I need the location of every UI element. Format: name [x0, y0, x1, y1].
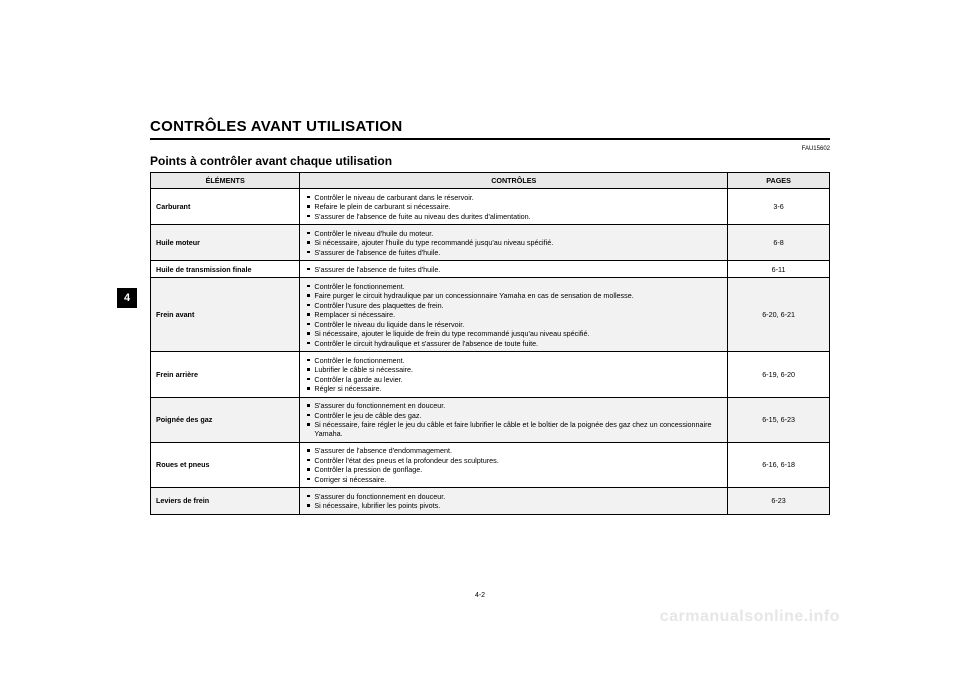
reference-code: FAU15602 — [802, 146, 830, 152]
controls-list: S'assurer de l'absence d'endommagement.C… — [305, 446, 722, 484]
control-item: Contrôler le circuit hydraulique et s'as… — [305, 339, 722, 348]
row-controls: S'assurer du fonctionnement en douceur.S… — [300, 488, 728, 515]
row-element: Leviers de frein — [151, 488, 300, 515]
table-row: Huile de transmission finale S'assurer de… — [151, 261, 830, 278]
row-pages: 6-15, 6-23 — [728, 397, 830, 442]
controls-list: S'assurer de l'absence de fuites d'huile… — [305, 265, 722, 274]
watermark: carmanualsonline.info — [660, 608, 840, 626]
chapter-tab-number: 4 — [124, 292, 130, 304]
control-item: S'assurer de l'absence de fuites d'huile… — [305, 265, 722, 274]
row-element: Huile de transmission finale — [151, 261, 300, 278]
row-element: Poignée des gaz — [151, 397, 300, 442]
row-element: Huile moteur — [151, 225, 300, 261]
row-controls: S'assurer de l'absence d'endommagement.C… — [300, 442, 728, 488]
header-pages: PAGES — [728, 173, 830, 189]
row-element: Frein arrière — [151, 352, 300, 398]
content-area: CONTRÔLES AVANT UTILISATION FAU15602 Poi… — [150, 118, 830, 515]
page: 4 CONTRÔLES AVANT UTILISATION FAU15602 P… — [0, 0, 960, 678]
control-item: Remplacer si nécessaire. — [305, 310, 722, 319]
control-item: Contrôler le niveau du liquide dans le r… — [305, 320, 722, 329]
control-item: S'assurer de l'absence de fuites d'huile… — [305, 248, 722, 257]
controls-list: S'assurer du fonctionnement en douceur.C… — [305, 401, 722, 438]
title-row: CONTRÔLES AVANT UTILISATION — [150, 118, 830, 140]
control-item: Contrôler le niveau de carburant dans le… — [305, 193, 722, 202]
row-controls: Contrôler le fonctionnement.Lubrifier le… — [300, 352, 728, 398]
row-element: Roues et pneus — [151, 442, 300, 488]
control-item: Faire purger le circuit hydraulique par … — [305, 291, 722, 300]
control-item: Lubrifier le câble si nécessaire. — [305, 365, 722, 374]
row-pages: 6-11 — [728, 261, 830, 278]
row-pages: 6-19, 6-20 — [728, 352, 830, 398]
row-pages: 3-6 — [728, 189, 830, 225]
control-item: Si nécessaire, faire régler le jeu du câ… — [305, 420, 722, 438]
controls-list: Contrôler le fonctionnement.Lubrifier le… — [305, 356, 722, 394]
control-item: Contrôler la pression de gonflage. — [305, 465, 722, 474]
control-item: Si nécessaire, lubrifier les points pivo… — [305, 501, 722, 510]
controls-list: Contrôler le fonctionnement.Faire purger… — [305, 282, 722, 348]
row-controls: Contrôler le niveau d'huile du moteur.Si… — [300, 225, 728, 261]
table-row: Poignée des gazS'assurer du fonctionneme… — [151, 397, 830, 442]
document-title: CONTRÔLES AVANT UTILISATION — [150, 118, 403, 135]
header-controles: CONTRÔLES — [300, 173, 728, 189]
row-pages: 6-16, 6-18 — [728, 442, 830, 488]
control-item: Contrôler le fonctionnement. — [305, 282, 722, 291]
check-table: ÉLÉMENTS CONTRÔLES PAGES CarburantContrô… — [150, 172, 830, 515]
control-item: Contrôler le niveau d'huile du moteur. — [305, 229, 722, 238]
table-row: Roues et pneusS'assurer de l'absence d'e… — [151, 442, 830, 488]
control-item: S'assurer du fonctionnement en douceur. — [305, 401, 722, 410]
row-pages: 6-23 — [728, 488, 830, 515]
table-row: Carburant Contrôler le niveau de carburan… — [151, 189, 830, 225]
table-row: Leviers de frein S'assurer du fonctionnem… — [151, 488, 830, 515]
row-element: Carburant — [151, 189, 300, 225]
control-item: Contrôler l'état des pneus et la profond… — [305, 456, 722, 465]
row-pages: 6-8 — [728, 225, 830, 261]
row-pages: 6-20, 6-21 — [728, 278, 830, 352]
table-header: ÉLÉMENTS CONTRÔLES PAGES — [151, 173, 830, 189]
controls-list: Contrôler le niveau d'huile du moteur.Si… — [305, 229, 722, 257]
control-item: Refaire le plein de carburant si nécessa… — [305, 202, 722, 211]
row-controls: S'assurer du fonctionnement en douceur.C… — [300, 397, 728, 442]
table-row: Frein avantContrôler le fonctionnement.F… — [151, 278, 830, 352]
table-row: Frein arrièreContrôler le fonctionnement… — [151, 352, 830, 398]
control-item: Contrôler la garde au levier. — [305, 375, 722, 384]
header-elements: ÉLÉMENTS — [151, 173, 300, 189]
control-item: Si nécessaire, ajouter le liquide de fre… — [305, 329, 722, 338]
table-body: Carburant Contrôler le niveau de carburan… — [151, 189, 830, 515]
row-controls: S'assurer de l'absence de fuites d'huile… — [300, 261, 728, 278]
row-controls: Contrôler le fonctionnement.Faire purger… — [300, 278, 728, 352]
controls-list: Contrôler le niveau de carburant dans le… — [305, 193, 722, 221]
control-item: S'assurer de l'absence de fuite au nivea… — [305, 212, 722, 221]
control-item: Contrôler le jeu de câble des gaz. — [305, 411, 722, 420]
row-controls: Contrôler le niveau de carburant dans le… — [300, 189, 728, 225]
control-item: Si nécessaire, ajouter l'huile du type r… — [305, 238, 722, 247]
chapter-tab: 4 — [117, 288, 137, 308]
row-element: Frein avant — [151, 278, 300, 352]
control-item: S'assurer du fonctionnement en douceur. — [305, 492, 722, 501]
controls-list: S'assurer du fonctionnement en douceur.S… — [305, 492, 722, 511]
control-item: S'assurer de l'absence d'endommagement. — [305, 446, 722, 455]
control-item: Corriger si nécessaire. — [305, 475, 722, 484]
control-item: Contrôler le fonctionnement. — [305, 356, 722, 365]
control-item: Contrôler l'usure des plaquettes de frei… — [305, 301, 722, 310]
section-heading: Points à contrôler avant chaque utilisat… — [150, 154, 830, 168]
table-row: Huile moteurContrôler le niveau d'huile … — [151, 225, 830, 261]
control-item: Régler si nécessaire. — [305, 384, 722, 393]
page-number: 4-2 — [0, 592, 960, 599]
